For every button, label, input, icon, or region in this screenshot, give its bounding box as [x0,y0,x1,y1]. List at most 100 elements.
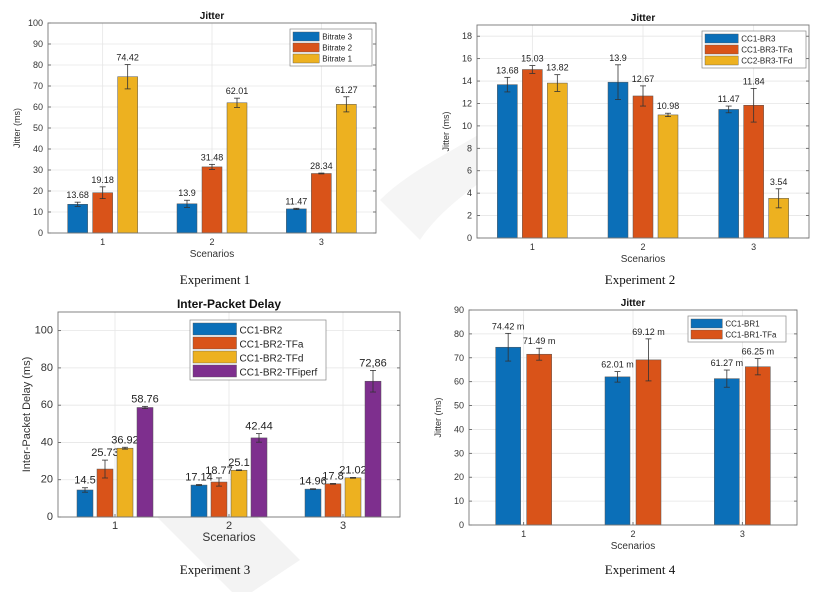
bar [745,366,771,526]
y-tick-label: 0 [467,233,472,243]
legend-swatch [292,53,320,64]
y-tick-label: 60 [41,399,53,411]
data-label: 11.84 [743,76,765,86]
bar [230,469,248,518]
data-label: 71.49 m [523,336,556,346]
y-tick-label: 90 [33,39,43,49]
legend-swatch [292,42,320,53]
x-axis-label: Scenarios [621,254,665,265]
legend-label: CC1-BR2-TFa [240,340,304,351]
bar [344,477,362,518]
data-label: 25.1 [228,457,249,469]
bar [522,69,543,239]
bar [210,481,228,518]
y-tick-label: 0 [47,511,53,523]
y-tick-label: 60 [454,377,464,387]
y-tick-label: 20 [454,472,464,482]
chart-experiment-3: 0 20 40 60 80 100 1 2 3 14.5 17.14 14.96 25.73 18.77 1… [21,297,401,544]
legend: CC1-BR2 CC1-BR2-TFa CC1-BR2-TFd CC1-BR2-TFi… [189,319,327,381]
x-tick-label: 1 [112,520,118,532]
y-tick-label: 20 [33,186,43,196]
legend-label: CC1-BR3-TFa [741,46,793,55]
legend-swatch [690,329,723,340]
data-label: 58.76 [131,393,159,405]
data-label: 13.9 [178,188,196,198]
data-label: 3.54 [770,177,788,187]
data-label: 10.98 [657,101,680,111]
y-tick-label: 0 [459,520,464,530]
bar [201,166,223,234]
data-label: 72,86 [359,357,387,369]
y-tick-label: 100 [35,325,53,337]
legend-label: Bitrate 2 [322,44,352,53]
legend-label: CC1-BR2 [240,326,283,337]
data-label: 11.47 [718,94,740,104]
data-label: 21.02 [339,464,367,476]
bar [226,102,248,234]
legend-swatch [292,31,320,42]
x-tick-label: 3 [319,237,324,247]
y-tick-label: 40 [33,144,43,154]
data-label: 61.27 m [711,358,744,368]
bar [76,489,94,518]
caption-experiment-3: Experiment 3 [179,562,251,577]
y-tick-label: 80 [454,329,464,339]
chart-experiment-1: 0 10 20 30 40 50 60 70 80 90 100 1 2 3 13.68 13.9 11.47 1… [12,11,377,260]
bar [336,104,357,234]
x-tick-label: 2 [209,237,214,247]
bar [743,105,764,239]
legend-swatch [192,322,237,336]
legend: CC1-BR1 CC1-BR1-TFa [687,315,787,343]
data-label: 15.03 [521,54,544,64]
y-tick-label: 80 [33,60,43,70]
legend-swatch [192,336,237,350]
bar [607,81,629,239]
legend-swatch [192,350,237,364]
y-axis-label: Jitter (ms) [12,108,22,148]
y-tick-label: 40 [41,436,53,448]
data-label: 42.44 [245,421,273,433]
x-axis-label: Scenarios [190,249,234,260]
data-label: 66.25 m [742,347,775,357]
axes-frame [476,24,810,239]
y-tick-label: 12 [462,98,472,108]
axes-frame [57,311,401,518]
bar [324,483,342,518]
bar [632,95,654,239]
data-label: 17.8 [322,470,343,482]
x-tick-label: 2 [226,520,232,532]
y-tick-label: 100 [28,18,43,28]
y-tick-label: 50 [33,123,43,133]
legend-label: CC1-BR1-TFa [725,331,777,340]
y-tick-label: 60 [33,102,43,112]
data-label: 62.01 [226,86,249,96]
data-label: 74.42 m [492,321,525,331]
data-label: 13.9 [609,53,627,63]
y-tick-label: 40 [454,424,464,434]
legend-label: CC1-BR2-TFd [240,354,304,365]
y-axis-label: Jitter (ms) [433,398,443,438]
y-tick-label: 80 [41,362,53,374]
data-label: 11.47 [285,196,307,206]
y-axis-label: Inter-Packet Delay (ms) [21,357,33,473]
x-axis-label: Scenarios [202,530,255,544]
bar [364,380,382,518]
y-tick-label: 20 [41,474,53,486]
legend: CC1-BR3 CC1-BR3-TFa CC2-BR3-TFd [701,30,807,69]
data-label: 62.01 m [601,360,634,370]
data-label: 13.82 [546,63,569,73]
chart-title: Jitter [200,11,225,22]
y-tick-label: 6 [467,166,472,176]
x-axis-label: Scenarios [611,541,655,550]
y-tick-label: 10 [454,496,464,506]
axes-frame [468,309,798,526]
legend-label: CC1-BR1 [725,320,760,329]
data-label: 28.34 [310,161,333,171]
bar [635,359,662,526]
bar [304,488,322,518]
y-tick-label: 14 [462,76,472,86]
x-tick-label: 3 [740,529,745,539]
legend-swatch [192,364,237,378]
x-tick-label: 1 [530,242,535,252]
data-label: 12.67 [632,74,655,84]
